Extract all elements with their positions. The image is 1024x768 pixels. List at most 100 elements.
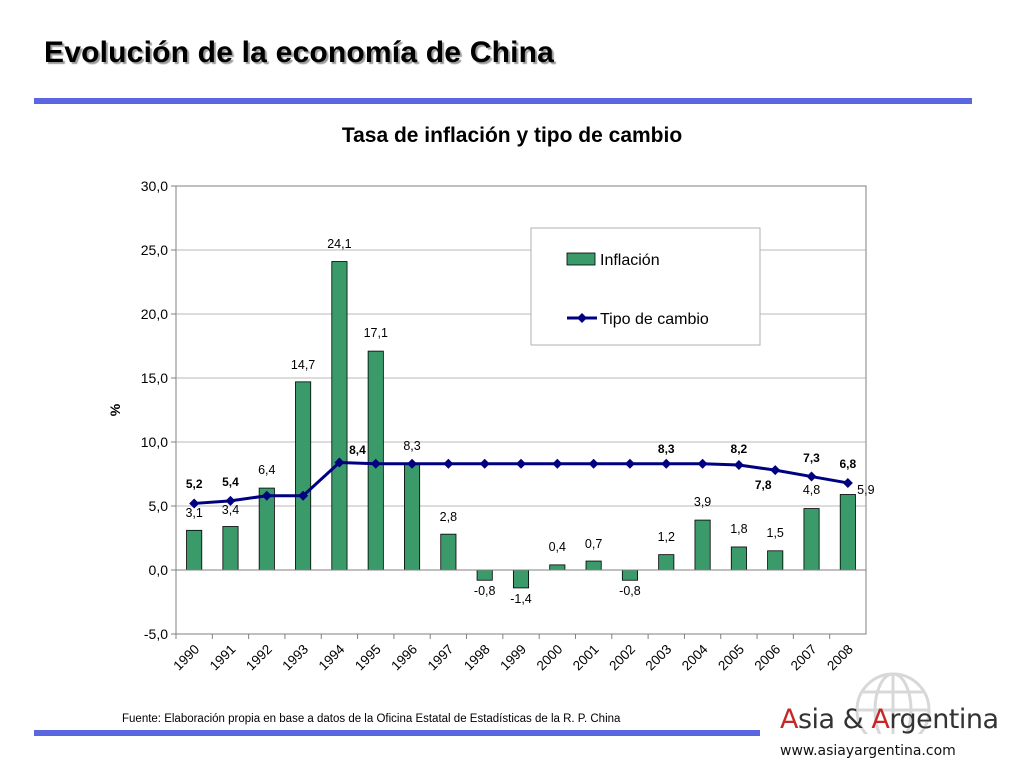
exchange-rate-value-label: 6,8 bbox=[839, 457, 856, 471]
inflation-value-label: 5,9 bbox=[857, 483, 874, 497]
brand-part-2: rgentina bbox=[889, 704, 999, 735]
y-tick-label: 30,0 bbox=[141, 178, 168, 194]
exchange-rate-marker bbox=[479, 458, 490, 469]
bottom-divider bbox=[34, 730, 760, 736]
x-tick-label: 1992 bbox=[243, 642, 275, 674]
exchange-rate-marker bbox=[842, 477, 853, 488]
x-tick-label: 1990 bbox=[170, 642, 202, 674]
brand-part-1: sia & bbox=[797, 704, 872, 735]
inflation-value-label: 6,4 bbox=[258, 463, 275, 477]
exchange-rate-marker bbox=[697, 458, 708, 469]
inflation-value-label: -0,8 bbox=[619, 584, 641, 598]
y-tick-label: -5,0 bbox=[144, 626, 168, 642]
exchange-rate-marker bbox=[770, 465, 781, 476]
inflation-bar bbox=[585, 560, 602, 571]
exchange-rate-marker bbox=[624, 458, 635, 469]
exchange-rate-marker bbox=[443, 458, 454, 469]
x-tick-label: 2008 bbox=[824, 642, 856, 674]
inflation-bar bbox=[767, 550, 784, 571]
x-tick-label: 1995 bbox=[352, 642, 384, 674]
brand-initial-1: A bbox=[780, 704, 798, 735]
y-tick-label: 10,0 bbox=[141, 434, 168, 450]
inflation-value-label: 0,7 bbox=[585, 537, 602, 551]
inflation-bar bbox=[658, 554, 675, 571]
inflation-bar bbox=[295, 381, 312, 571]
exchange-rate-marker bbox=[588, 458, 599, 469]
inflation-value-label: 3,9 bbox=[694, 495, 711, 509]
inflation-bar bbox=[476, 569, 493, 581]
x-tick-label: 2004 bbox=[679, 641, 711, 673]
inflation-bar bbox=[440, 533, 457, 571]
inflation-bar bbox=[803, 508, 820, 571]
x-tick-label: 2006 bbox=[751, 642, 783, 674]
exchange-rate-marker bbox=[370, 458, 381, 469]
exchange-rate-marker bbox=[407, 458, 418, 469]
exchange-rate-marker bbox=[733, 460, 744, 471]
x-tick-label: 1997 bbox=[425, 642, 457, 674]
exchange-rate-marker bbox=[261, 490, 272, 501]
inflation-value-label: 0,4 bbox=[549, 540, 566, 554]
y-tick-label: 15,0 bbox=[141, 370, 168, 386]
y-tick-label: 20,0 bbox=[141, 306, 168, 322]
inflation-value-label: 4,8 bbox=[803, 483, 820, 497]
inflation-bar bbox=[186, 529, 203, 571]
exchange-rate-marker bbox=[189, 498, 200, 509]
exchange-rate-value-label: 8,4 bbox=[349, 443, 366, 457]
legend-exchange-marker bbox=[577, 313, 587, 323]
asia-argentina-logo: Asia & Argentina www.asiayargentina.com bbox=[768, 670, 999, 768]
page-title: Evolución de la economía de China bbox=[44, 36, 555, 69]
y-tick-label: 5,0 bbox=[149, 498, 169, 514]
y-axis-label: % bbox=[107, 403, 123, 416]
exchange-rate-value-label: 5,4 bbox=[222, 475, 239, 489]
inflation-bar bbox=[331, 261, 348, 571]
inflation-value-label: 1,2 bbox=[658, 530, 675, 544]
x-tick-label: 1993 bbox=[279, 642, 311, 674]
website-url: www.asiayargentina.com bbox=[780, 743, 956, 759]
inflation-value-label: 1,5 bbox=[767, 526, 784, 540]
x-tick-label: 1999 bbox=[497, 642, 529, 674]
inflation-bar bbox=[621, 569, 638, 581]
x-tick-label: 2007 bbox=[788, 642, 820, 674]
inflation-bar bbox=[512, 569, 530, 589]
inflation-value-label: 14,7 bbox=[291, 358, 315, 372]
exchange-rate-marker bbox=[552, 458, 563, 469]
exchange-rate-marker bbox=[661, 458, 672, 469]
x-tick-label: 2000 bbox=[534, 642, 566, 674]
legend-inflation-swatch bbox=[566, 252, 596, 266]
inflation-value-label: -0,8 bbox=[474, 584, 496, 598]
inflation-exchange-chart: 30,025,020,015,010,05,00,0-5,0%1990 1991 1… bbox=[107, 178, 875, 674]
x-tick-label: 2005 bbox=[715, 642, 747, 674]
exchange-rate-marker bbox=[806, 471, 817, 482]
x-tick-label: 1991 bbox=[207, 642, 239, 674]
x-tick-label: 1998 bbox=[461, 642, 493, 674]
exchange-rate-marker bbox=[334, 457, 345, 468]
inflation-value-label: 2,8 bbox=[440, 510, 457, 524]
x-tick-label: 2003 bbox=[643, 642, 675, 674]
inflation-value-label: 3,1 bbox=[185, 506, 202, 520]
legend-exchange-label: Tipo de cambio bbox=[600, 311, 709, 328]
y-tick-label: 0,0 bbox=[149, 562, 169, 578]
inflation-bar bbox=[730, 546, 747, 571]
x-tick-label: 1994 bbox=[316, 641, 348, 673]
exchange-rate-marker bbox=[225, 495, 236, 506]
x-tick-label: 2001 bbox=[570, 642, 602, 674]
inflation-value-label: -1,4 bbox=[510, 592, 532, 606]
exchange-rate-value-label: 5,2 bbox=[186, 477, 203, 491]
exchange-rate-value-label: 7,8 bbox=[755, 478, 772, 492]
y-tick-label: 25,0 bbox=[141, 242, 168, 258]
plot-area bbox=[175, 185, 867, 635]
brand-initial-2: A bbox=[871, 704, 890, 735]
exchange-rate-value-label: 7,3 bbox=[803, 451, 820, 465]
x-tick-label: 1996 bbox=[388, 642, 420, 674]
inflation-bar bbox=[839, 494, 856, 571]
inflation-bar bbox=[222, 526, 239, 571]
top-divider bbox=[34, 98, 972, 104]
inflation-value-label: 17,1 bbox=[364, 326, 388, 340]
inflation-value-label: 3,4 bbox=[222, 503, 239, 517]
brand-name: Asia & Argentina bbox=[780, 704, 999, 735]
chart-title: Tasa de inflación y tipo de cambio bbox=[341, 124, 683, 147]
inflation-bar bbox=[404, 463, 421, 571]
exchange-rate-marker bbox=[298, 490, 309, 501]
inflation-value-label: 1,8 bbox=[730, 522, 747, 536]
legend-inflation-label: Inflación bbox=[600, 252, 660, 269]
